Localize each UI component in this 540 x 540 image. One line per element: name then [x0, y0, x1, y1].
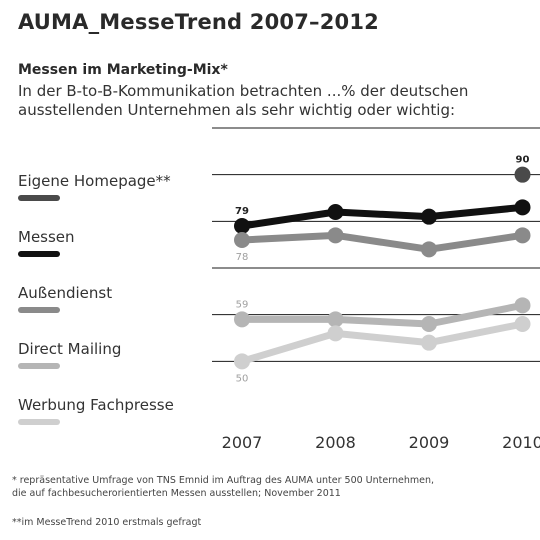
legend-label-homepage: Eigene Homepage** [18, 172, 171, 190]
data-point-s2-2 [421, 241, 437, 258]
legend-label-fachpresse: Werbung Fachpresse [18, 396, 174, 414]
data-label-4: 50 [236, 373, 249, 384]
page-title: AUMA_MesseTrend 2007–2012 [18, 10, 379, 34]
x-tick-label-2009: 2009 [409, 433, 450, 452]
data-point-s3-1 [327, 311, 344, 328]
legend-item-direct-mailing: Direct Mailing [18, 340, 121, 369]
data-point-s3-3 [514, 297, 531, 314]
x-tick-label-2007: 2007 [222, 433, 263, 452]
series-line-4 [238, 320, 526, 365]
series-line-3 [238, 301, 526, 328]
data-point-s4-2 [421, 334, 437, 351]
legend-swatch-direct-mailing [18, 363, 60, 369]
intro-line-1: In der B-to-B-Kommunikation betrachten .… [18, 82, 469, 100]
x-tick-label-2008: 2008 [315, 433, 356, 452]
footnote-homepage: **im MesseTrend 2010 erstmals gefragt [12, 517, 202, 528]
data-point-s4-3 [514, 316, 531, 332]
legend-swatch-fachpresse [18, 419, 60, 425]
data-label-2: 78 [236, 252, 249, 263]
data-point-s0-3 [514, 166, 531, 183]
data-label-3: 59 [236, 299, 249, 310]
series-line-1 [238, 203, 526, 230]
legend-swatch-aussendienst [18, 307, 60, 313]
legend-label-direct-mailing: Direct Mailing [18, 340, 122, 358]
data-point-s2-0 [234, 232, 250, 248]
legend-item-aussendienst: Außendienst [18, 284, 112, 313]
data-point-s1-2 [421, 208, 437, 225]
legend-item-homepage: Eigene Homepage** [18, 172, 171, 201]
legend-swatch-messen [18, 251, 60, 257]
data-point-s2-3 [514, 227, 531, 244]
data-point-s2-1 [327, 227, 344, 244]
data-point-s3-2 [421, 316, 437, 332]
footnote-survey-line-2: die auf fachbesucherorientierten Messen … [12, 488, 341, 499]
data-point-s1-1 [327, 204, 344, 220]
footnote-survey-line-1: * repräsentative Umfrage von TNS Emnid i… [12, 475, 434, 486]
legend-swatch-homepage [18, 195, 60, 201]
series-line-2 [238, 231, 526, 253]
legend-label-messen: Messen [18, 228, 75, 246]
chart-subtitle: Messen im Marketing-Mix* [18, 62, 228, 78]
intro-line-2: ausstellenden Unternehmen als sehr wicht… [18, 101, 456, 119]
footnote-survey: * repräsentative Umfrage von TNS Emnid i… [12, 474, 434, 500]
data-point-s1-0 [234, 218, 250, 234]
legend-item-fachpresse: Werbung Fachpresse [18, 396, 174, 425]
data-point-s3-0 [234, 311, 250, 328]
data-point-s1-3 [514, 199, 531, 216]
data-point-s4-0 [234, 353, 250, 370]
legend-item-messen: Messen [18, 228, 75, 257]
intro-text: In der B-to-B-Kommunikation betrachten .… [18, 82, 540, 120]
legend-label-aussendienst: Außendienst [18, 284, 113, 302]
data-point-s4-1 [327, 325, 344, 342]
data-label-0: 90 [516, 155, 530, 166]
x-tick-label-2010: 2010 [502, 433, 540, 452]
data-label-1: 79 [235, 206, 249, 217]
